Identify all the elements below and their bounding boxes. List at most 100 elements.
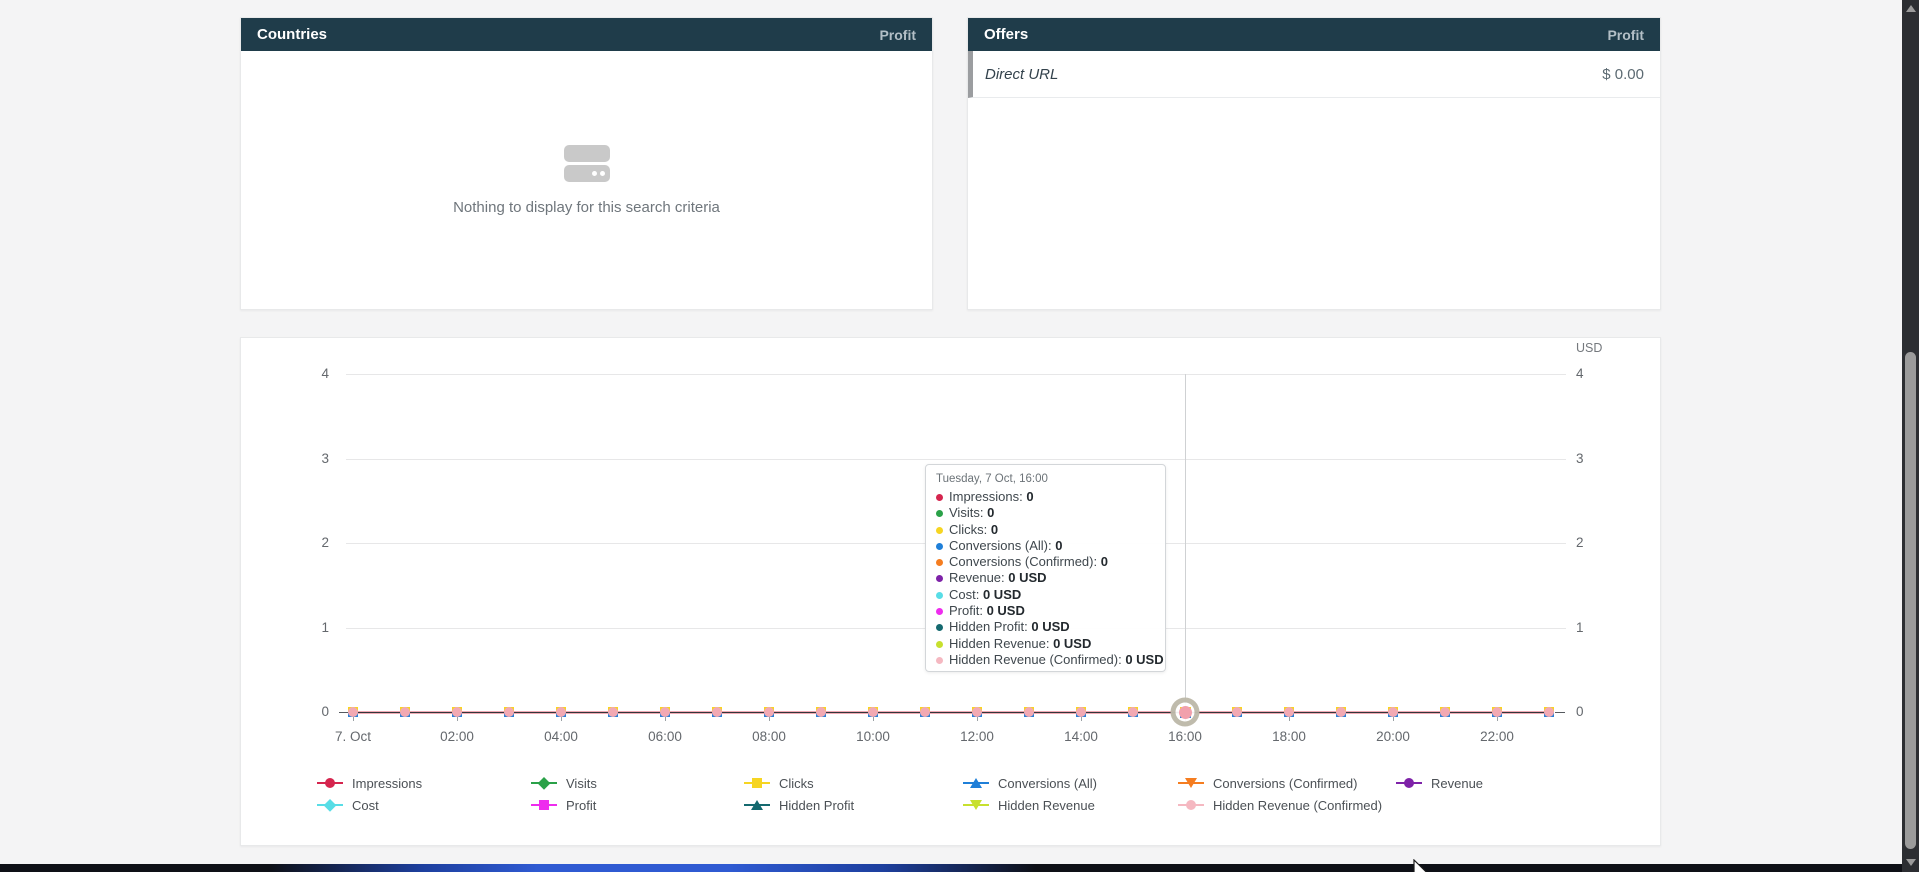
series-bullet-icon xyxy=(936,640,943,648)
series-bullet-icon xyxy=(936,526,943,534)
series-bullet-icon xyxy=(936,575,943,583)
right-y-axis-label: 1 xyxy=(1576,619,1584,635)
legend-item-hidden-revenue-confirmed[interactable]: Hidden Revenue (Confirmed) xyxy=(1178,797,1382,813)
x-axis-tick xyxy=(769,715,770,721)
x-axis-label: 14:00 xyxy=(1064,729,1098,744)
tooltip-metric-value: 0 USD xyxy=(986,603,1025,619)
x-axis-tick xyxy=(1497,715,1498,721)
data-point-marker[interactable] xyxy=(1231,706,1243,718)
left-y-axis-label: 4 xyxy=(321,366,329,382)
series-bullet-icon xyxy=(936,591,943,599)
legend-label: Clicks xyxy=(779,775,814,791)
bottom-bar xyxy=(0,864,1919,872)
data-point-marker[interactable] xyxy=(1491,706,1503,718)
data-point-marker[interactable] xyxy=(1075,706,1087,718)
data-point-marker[interactable] xyxy=(815,706,827,718)
left-y-axis-label: 2 xyxy=(321,535,329,551)
right-y-axis-label: 4 xyxy=(1576,366,1584,382)
x-axis-tick xyxy=(353,715,354,721)
legend-item-conversions-confirmed[interactable]: Conversions (Confirmed) xyxy=(1178,775,1358,791)
tooltip-metric-row: Profit: 0 USD xyxy=(936,603,1155,619)
data-point-marker[interactable] xyxy=(867,706,879,718)
right-axis-unit-label: USD xyxy=(1576,341,1603,355)
tooltip-metric-value: 0 USD xyxy=(982,586,1022,602)
data-point-marker[interactable] xyxy=(1439,706,1451,718)
legend-marker-icon xyxy=(1178,777,1204,789)
data-point-marker[interactable] xyxy=(971,706,983,718)
data-point-marker[interactable] xyxy=(1127,706,1139,718)
data-point-marker[interactable] xyxy=(1543,706,1555,718)
x-axis-tick xyxy=(1081,715,1082,721)
x-axis-label: 02:00 xyxy=(440,729,474,744)
tooltip-metric-row: Conversions (Confirmed): 0 xyxy=(936,554,1155,570)
legend-label: Cost xyxy=(352,797,379,813)
empty-state-text: Nothing to display for this search crite… xyxy=(453,199,720,216)
tooltip-metric-value: 0 xyxy=(987,505,995,521)
tooltip-metric-value: 0 xyxy=(1055,537,1063,553)
data-point-marker[interactable] xyxy=(659,706,671,718)
legend-item-conversions-all[interactable]: Conversions (All) xyxy=(963,775,1097,791)
data-point-marker[interactable] xyxy=(399,706,411,718)
tooltip-metric-row: Clicks: 0 xyxy=(936,522,1155,538)
x-axis-label: 10:00 xyxy=(856,729,890,744)
data-point-marker[interactable] xyxy=(763,706,775,718)
scrollbar[interactable] xyxy=(1902,0,1919,872)
data-point-marker[interactable] xyxy=(1387,706,1399,718)
tooltip-metric-row: Conversions (All): 0 xyxy=(936,538,1155,554)
data-point-marker[interactable] xyxy=(1283,706,1295,718)
scroll-up-icon[interactable] xyxy=(1902,0,1919,16)
scrollbar-thumb[interactable] xyxy=(1905,352,1916,849)
data-point-marker[interactable] xyxy=(347,706,359,718)
legend-marker-icon xyxy=(963,799,989,811)
legend-item-impressions[interactable]: Impressions xyxy=(317,775,422,791)
legend-item-clicks[interactable]: Clicks xyxy=(744,775,814,791)
legend-marker-icon xyxy=(317,798,343,812)
data-point-marker[interactable] xyxy=(1023,706,1035,718)
legend-marker-icon xyxy=(744,777,770,789)
legend-item-revenue[interactable]: Revenue xyxy=(1396,775,1483,791)
x-axis-tick xyxy=(1393,715,1394,721)
data-point-marker[interactable] xyxy=(451,706,463,718)
legend-item-hidden-revenue[interactable]: Hidden Revenue xyxy=(963,797,1095,813)
x-axis-tick xyxy=(873,715,874,721)
tooltip-metric-value: 0 xyxy=(990,521,999,537)
right-y-axis-label: 2 xyxy=(1576,535,1584,551)
offers-panel-header: Offers Profit xyxy=(968,18,1660,51)
legend-item-hidden-profit[interactable]: Hidden Profit xyxy=(744,797,854,813)
legend-item-visits[interactable]: Visits xyxy=(531,775,597,791)
right-y-axis-label: 0 xyxy=(1576,704,1584,719)
legend-label: Conversions (Confirmed) xyxy=(1213,775,1358,791)
tooltip-metric-value: 0 USD xyxy=(1125,651,1164,667)
data-point-marker[interactable] xyxy=(503,706,515,718)
offers-panel-title: Offers xyxy=(984,26,1029,43)
x-axis-tick xyxy=(457,715,458,721)
data-point-marker[interactable] xyxy=(1335,706,1347,718)
axis-zero-tick xyxy=(1555,711,1565,713)
legend-marker-icon xyxy=(531,799,557,811)
data-point-marker[interactable] xyxy=(711,706,723,718)
data-point-marker[interactable] xyxy=(555,706,567,718)
offers-metric-label: Profit xyxy=(1607,26,1644,43)
legend-item-profit[interactable]: Profit xyxy=(531,797,596,813)
x-axis-label: 20:00 xyxy=(1376,729,1410,744)
y-gridline xyxy=(346,374,1566,376)
tooltip-title: Tuesday, 7 Oct, 16:00 xyxy=(936,473,1048,485)
hovered-data-point-marker[interactable] xyxy=(1170,697,1200,727)
legend-label: Impressions xyxy=(352,775,423,791)
series-bullet-icon xyxy=(936,559,943,567)
legend-marker-icon xyxy=(744,799,770,811)
scroll-down-icon[interactable] xyxy=(1902,854,1919,870)
tooltip-metric-row: Impressions: 0 xyxy=(936,489,1155,505)
offers-panel: Offers Profit Direct URL $ 0.00 xyxy=(967,17,1661,310)
legend-marker-icon xyxy=(317,777,343,789)
legend-label: Visits xyxy=(566,775,597,791)
tooltip-metric-row: Hidden Revenue: 0 USD xyxy=(936,636,1155,652)
data-point-marker[interactable] xyxy=(919,706,931,718)
tooltip-metric-row: Revenue: 0 USD xyxy=(936,570,1155,586)
legend-item-cost[interactable]: Cost xyxy=(317,797,379,813)
offer-row[interactable]: Direct URL $ 0.00 xyxy=(968,51,1660,98)
data-point-marker[interactable] xyxy=(607,706,619,718)
tooltip-metric-value: 0 USD xyxy=(1053,635,1092,651)
legend-marker-icon xyxy=(1178,799,1204,811)
x-axis-label: 06:00 xyxy=(648,729,682,744)
